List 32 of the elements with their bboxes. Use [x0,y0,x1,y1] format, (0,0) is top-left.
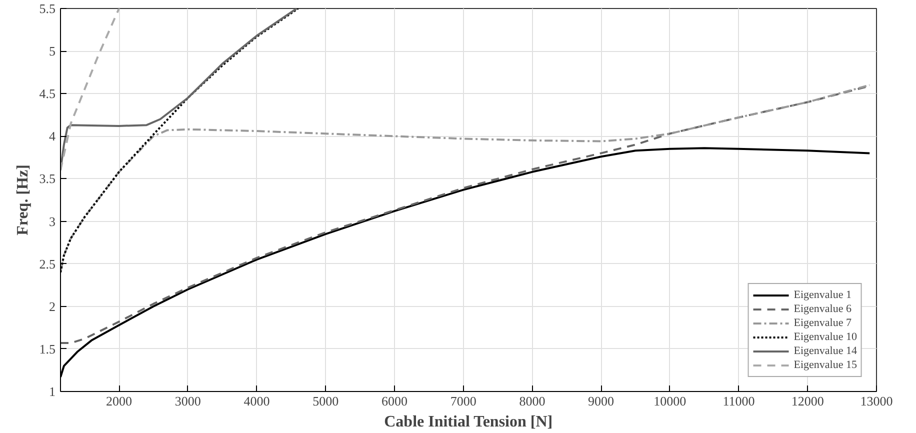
y-tick-label: 1 [49,384,56,399]
x-tick-label: 10000 [654,394,686,408]
y-tick-label: 5 [49,44,56,59]
legend-label: Eigenvalue 10 [794,330,857,344]
y-tick-label: 3.5 [39,171,56,186]
x-axis-title: Cable Initial Tension [N] [384,414,553,430]
x-tick-label: 12000 [791,394,824,408]
x-tick-label: 8000 [519,394,546,408]
y-tick-label: 4 [49,128,56,144]
x-tick-label: 9000 [588,394,614,408]
y-tick-label: 5.5 [39,1,56,16]
x-tick-label: 7000 [450,394,476,408]
line-series [60,8,120,172]
y-tick-label: 3 [49,214,56,229]
x-tick-label: 13000 [860,394,893,408]
legend-label: Eigenvalue 14 [794,344,857,358]
y-tick-label: 2 [49,298,56,314]
x-tick-label: 5000 [312,394,339,408]
y-tick-label: 2.5 [39,256,56,272]
line-series [60,84,871,274]
x-tick-label: 11000 [722,394,755,408]
legend-label: Eigenvalue 7 [794,316,852,330]
legend-label: Eigenvalue 1 [794,288,852,302]
x-tick-label: 4000 [244,394,270,408]
legend-label: Eigenvalue 15 [794,358,857,372]
legend-label: Eigenvalue 6 [794,302,852,316]
y-axis-title: Freq. [Hz] [14,164,32,236]
x-tick-label: 2000 [106,394,132,408]
y-tick-label: 4.5 [39,86,56,102]
y-tick-label: 1.5 [39,341,56,356]
x-tick-label: 6000 [381,394,408,408]
x-tick-label: 3000 [174,394,201,408]
